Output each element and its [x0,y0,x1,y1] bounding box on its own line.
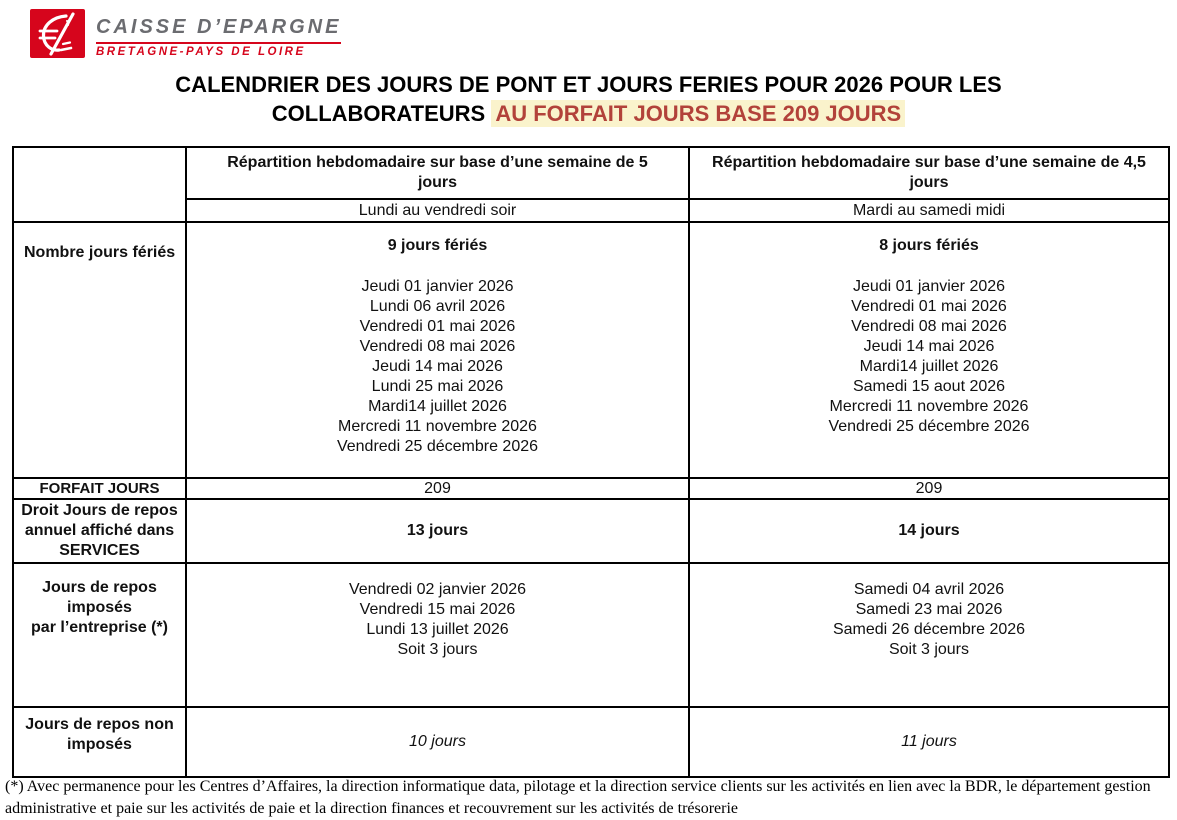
holidays-cell-4-5-jours: 8 jours fériés Jeudi 01 janvier 2026 Vend… [688,221,1170,479]
imposes-cell-5-jours: Vendredi 02 janvier 2026 Vendredi 15 mai … [185,562,690,708]
holiday-date: Vendredi 08 mai 2026 [359,338,516,355]
brand-region: BRETAGNE-PAYS DE LOIRE [96,46,306,58]
imposed-date: Vendredi 02 janvier 2026 [348,581,527,598]
holiday-date: Samedi 15 aout 2026 [852,378,1006,395]
title-line-1: CALENDRIER DES JOURS DE PONT ET JOURS FE… [175,72,1002,97]
imposes-dates-5-jours: Vendredi 02 janvier 2026 Vendredi 15 mai … [188,580,687,660]
holiday-date: Jeudi 01 janvier 2026 [361,278,514,295]
brand-name: CAISSE D’EPARGNE [96,16,342,44]
page-title: CALENDRIER DES JOURS DE PONT ET JOURS FE… [0,70,1177,128]
imposed-date: Samedi 26 décembre 2026 [832,621,1026,638]
title-line-2: COLLABORATEURS AU FORFAIT JOURS BASE 209… [0,99,1177,128]
holiday-date: Lundi 06 avril 2026 [369,298,506,315]
label-line: par l’entreprise (*) [31,619,168,636]
holiday-date: Vendredi 08 mai 2026 [851,318,1007,335]
header-row: Répartition hebdomadaire sur base d’une … [12,146,1170,223]
label-line: annuel affiché dans [24,522,175,539]
row-droit-jours-repos: Droit Jours de repos annuel affiché dans S… [12,498,1170,564]
holiday-date: Vendredi 25 décembre 2026 [336,438,539,455]
imposes-dates-4-5-jours: Samedi 04 avril 2026 Samedi 23 mai 2026 Sa… [691,580,1167,660]
subheader-row: Lundi au vendredi soir Mardi au samedi m… [13,198,1170,223]
holiday-date: Mercredi 11 novembre 2026 [338,418,537,435]
label-line: Jours de repos [42,579,157,596]
forfait-value-5-jours: 209 [185,477,690,500]
droit-value-4-5-jours: 14 jours [688,498,1170,564]
holiday-date: Jeudi 14 mai 2026 [863,338,995,355]
row-label-forfait-jours: FORFAIT JOURS [12,477,187,500]
holiday-date: Jeudi 01 janvier 2026 [852,278,1006,295]
holiday-date: Mardi14 juillet 2026 [368,398,507,415]
holidays-dates-5-jours: Jeudi 01 janvier 2026 Lundi 06 avril 2026… [188,277,687,457]
column-header-4-5-jours: Répartition hebdomadaire sur base d’une … [688,146,1170,200]
row-nombre-jours-feries: Nombre jours fériés 9 jours fériés Jeudi… [12,221,1170,479]
non-imposes-value-4-5-jours: 11 jours [688,706,1170,778]
forfait-value-4-5-jours: 209 [688,477,1170,500]
droit-value-5-jours: 13 jours [185,498,690,564]
row-label-jours-repos-non-imposes: Jours de repos non imposés [12,706,187,778]
label-line: Jours de repos non [25,716,174,733]
title-highlight: AU FORFAIT JOURS BASE 209 JOURS [491,100,906,127]
non-imposes-value-5-jours: 10 jours [185,706,690,778]
row-label-droit-jours-repos: Droit Jours de repos annuel affiché dans S… [12,498,187,564]
holidays-dates-4-5-jours: Jeudi 01 janvier 2026 Vendredi 01 mai 202… [691,277,1167,437]
imposed-date: Samedi 23 mai 2026 [855,601,1003,618]
imposed-date: Soit 3 jours [888,641,970,658]
logo-text: CAISSE D’EPARGNE BRETAGNE-PAYS DE LOIRE [96,9,342,58]
holiday-date: Jeudi 14 mai 2026 [372,358,503,375]
caisse-epargne-logo: CAISSE D’EPARGNE BRETAGNE-PAYS DE LOIRE [30,9,342,58]
holiday-date: Mardi14 juillet 2026 [859,358,999,375]
holiday-date: Vendredi 25 décembre 2026 [828,418,1030,435]
holidays-count-5-jours: 9 jours fériés [387,237,488,254]
imposed-date: Vendredi 15 mai 2026 [359,601,516,618]
row-jours-repos-imposes: Jours de repos imposés par l’entreprise (*… [12,562,1170,708]
holiday-date: Lundi 25 mai 2026 [371,378,504,395]
label-line: imposés [67,736,132,753]
holiday-date: Vendredi 01 mai 2026 [851,298,1007,315]
subheader-4-5-jours: Mardi au samedi midi [688,198,1170,223]
holiday-date: Mercredi 11 novembre 2026 [829,398,1029,415]
row-label-nombre-jours-feries: Nombre jours fériés [12,221,187,479]
label-line: Droit Jours de repos [21,502,178,519]
column-header-5-jours: Répartition hebdomadaire sur base d’une … [185,146,690,200]
title-line-2-prefix: COLLABORATEURS [271,101,492,126]
squirrel-euro-icon [30,9,85,58]
imposes-cell-4-5-jours: Samedi 04 avril 2026 Samedi 23 mai 2026 Sa… [688,562,1170,708]
imposed-date: Samedi 04 avril 2026 [853,581,1005,598]
holidays-count-4-5-jours: 8 jours fériés [879,237,979,254]
row-forfait-jours: FORFAIT JOURS 209 209 [12,477,1170,500]
label-line: imposés [67,599,132,616]
footnote: (*) Avec permanence pour les Centres d’A… [5,778,1151,817]
holidays-cell-5-jours: 9 jours fériés Jeudi 01 janvier 2026 Lund… [185,221,690,479]
imposed-date: Lundi 13 juillet 2026 [366,621,509,638]
subheader-5-jours: Lundi au vendredi soir [185,198,690,223]
row-label-jours-repos-imposes: Jours de repos imposés par l’entreprise (*… [12,562,187,708]
label-line: SERVICES [59,542,140,559]
holiday-date: Vendredi 01 mai 2026 [359,318,516,335]
calendar-table: Répartition hebdomadaire sur base d’une … [12,146,1170,778]
row-jours-repos-non-imposes: Jours de repos non imposés 10 jours 11 jo… [12,706,1170,778]
imposed-date: Soit 3 jours [397,641,478,658]
corner-cell [12,146,187,223]
